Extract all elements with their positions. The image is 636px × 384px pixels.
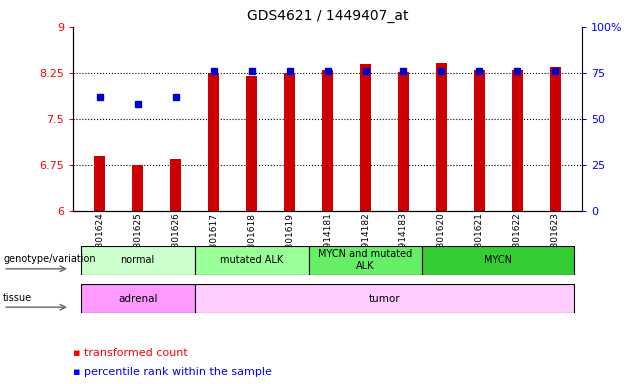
Bar [550,67,561,211]
Bar [322,70,333,211]
Text: tumor: tumor [369,293,400,304]
Bar [195,284,574,313]
Bar [246,76,258,211]
Bar [94,156,106,211]
Bar [422,246,574,275]
Bar [284,73,295,211]
Bar [132,165,143,211]
Text: normal: normal [121,255,155,265]
Text: tissue: tissue [3,293,32,303]
Bar [360,64,371,211]
Text: MYCN and mutated
ALK: MYCN and mutated ALK [319,249,413,271]
Title: GDS4621 / 1449407_at: GDS4621 / 1449407_at [247,9,408,23]
Bar [81,284,195,313]
Bar [81,246,195,275]
Bar [308,246,422,275]
Bar [170,159,181,211]
Bar [474,70,485,211]
Bar [398,72,409,211]
Bar [436,63,447,211]
Text: genotype/variation: genotype/variation [3,254,96,264]
Text: ▪ transformed count: ▪ transformed count [73,348,188,358]
Bar [208,73,219,211]
Text: adrenal: adrenal [118,293,158,304]
Bar [512,70,523,211]
Text: mutated ALK: mutated ALK [220,255,283,265]
Bar [195,246,308,275]
Text: MYCN: MYCN [485,255,513,265]
Text: ▪ percentile rank within the sample: ▪ percentile rank within the sample [73,367,272,377]
